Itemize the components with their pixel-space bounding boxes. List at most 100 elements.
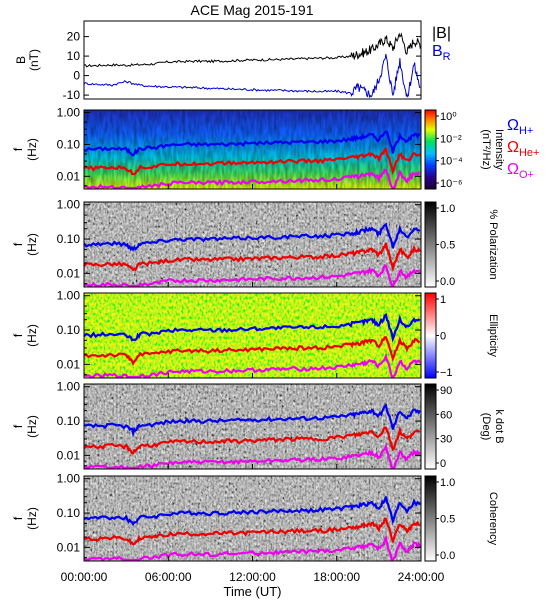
- time-axis-label: Time (UT): [223, 584, 281, 599]
- k-dot-b-colorbar: [424, 383, 437, 470]
- coherency-yunit: (Hz): [25, 507, 39, 530]
- ellipticity-gyro-oplus-line: [83, 352, 421, 379]
- polarization-yunit: (Hz): [25, 233, 39, 256]
- time-tick-label: 24:00:00: [398, 570, 445, 584]
- legend-gyro-hplus: ΩH+: [507, 117, 533, 137]
- bfield-tick-label: 0: [73, 69, 80, 83]
- ellipticity-texture: [84, 293, 421, 378]
- k-dot-b-colorbar-label-group: k dot B(Deg): [480, 409, 505, 443]
- freq-tick-label: 1.00: [57, 289, 81, 303]
- intensity-colorbar-tick-label: 10⁻⁶: [440, 178, 463, 190]
- ellipticity-colorbar-label: Ellipticity: [487, 314, 499, 357]
- freq-tick-label: 0.10: [57, 414, 81, 428]
- k-dot-b-colorbar-tick-label: 0: [440, 458, 446, 470]
- freq-tick-label: 1.00: [57, 472, 81, 486]
- coherency-colorbar: [424, 475, 437, 562]
- freq-tick-label: 0.01: [57, 540, 81, 554]
- freq-tick-label: 0.01: [57, 357, 81, 371]
- time-tick-label: 06:00:00: [145, 570, 192, 584]
- polarization-colorbar-label: % Polarization: [487, 209, 499, 279]
- k-dot-b-ylabel-group: f (Hz): [11, 415, 39, 438]
- ellipticity-gyro-hplus-line: [83, 312, 421, 343]
- k-dot-b-gyro-hplus-line: [83, 403, 421, 438]
- coherency-ylabel-group: f (Hz): [11, 507, 39, 530]
- k-dot-b-ylabel: f: [11, 424, 25, 428]
- coherency-ylabel: f: [11, 516, 25, 520]
- freq-tick-label: 0.01: [57, 266, 81, 280]
- coherency-gyro-oplus-line: [83, 534, 421, 562]
- polarization-colorbar: [424, 201, 437, 288]
- bfield-tick-label: 20: [67, 30, 81, 44]
- time-tick-label: 18:00:00: [313, 570, 360, 584]
- polarization-colorbar-tick-label: 0.0: [440, 276, 455, 288]
- time-tick-label: 00:00:00: [61, 570, 108, 584]
- legend-bmag: |B|: [432, 25, 451, 42]
- intensity-ylabel-group: f (Hz): [11, 138, 39, 161]
- intensity-colorbar-tick-label: 10⁻⁴: [440, 156, 463, 168]
- k-dot-b-colorbar-tick-label: 60: [440, 409, 452, 421]
- freq-tick-label: 0.10: [57, 137, 81, 151]
- coherency-colorbar-tick-label: 0.0: [440, 550, 455, 562]
- intensity-yunit: (Hz): [25, 138, 39, 161]
- coherency-colorbar-tick-label: 0.5: [440, 514, 455, 526]
- polarization-gyro-heplus-line: [83, 242, 421, 273]
- ellipticity-colorbar-tick-label: −1: [440, 367, 453, 379]
- time-tick-label: 12:00:00: [229, 570, 276, 584]
- coherency-colorbar-tick-label: 1.0: [440, 477, 455, 489]
- intensity-colorbar-label-group: Intensity(nT²/Hz): [480, 129, 505, 170]
- k-dot-b-colorbar-unit: (Deg): [480, 413, 492, 441]
- polarization-gyro-oplus-line: [83, 264, 421, 288]
- intensity-colorbar-label: Intensity: [493, 129, 505, 170]
- intensity-colorbar-tick-label: 10⁻²: [440, 133, 462, 145]
- k-dot-b-gyro-oplus-line: [83, 443, 421, 470]
- ellipticity-colorbar-tick-label: 0: [440, 331, 446, 343]
- intensity-texture: [84, 110, 421, 189]
- polarization-colorbar-label-group: % Polarization: [487, 209, 499, 279]
- br-line: [83, 54, 421, 99]
- k-dot-b-gyro-heplus-line: [83, 425, 420, 455]
- polarization-colorbar-tick-label: 0.5: [440, 240, 455, 252]
- bfield-ylabel-group: B (nT): [14, 49, 41, 71]
- freq-tick-label: 0.01: [57, 448, 81, 462]
- ellipticity-ylabel: f: [11, 333, 25, 337]
- freq-tick-label: 1.00: [57, 198, 81, 212]
- polarization-ylabel-group: f (Hz): [11, 233, 39, 256]
- ellipticity-colorbar: [424, 292, 437, 379]
- ellipticity-ylabel-group: f (Hz): [11, 324, 39, 347]
- polarization-gyro-hplus-line: [83, 222, 421, 252]
- intensity-gyro-hplus-line: [83, 130, 420, 157]
- freq-tick-label: 1.00: [57, 106, 81, 120]
- intensity-gyro-heplus-line: [83, 147, 421, 176]
- intensity-colorbar-unit: (nT²/Hz): [480, 129, 492, 169]
- k-dot-b-yunit: (Hz): [25, 415, 39, 438]
- figure-title: ACE Mag 2015-191: [191, 2, 314, 18]
- intensity-gyro-oplus-line: [83, 168, 421, 190]
- ellipticity-colorbar-tick-label: 1: [440, 294, 446, 306]
- freq-tick-label: 0.10: [57, 323, 81, 337]
- intensity-colorbar: [424, 109, 437, 190]
- polarization-ylabel: f: [11, 242, 25, 246]
- legend-gyro-heplus: ΩHe+: [507, 139, 539, 159]
- legend-gyro-oplus: ΩO+: [507, 161, 534, 181]
- coherency-colorbar-label: Coherency: [487, 492, 499, 546]
- bmag-line: [83, 32, 421, 68]
- coherency-texture: [84, 476, 421, 561]
- k-dot-b-colorbar-label: k dot B: [493, 409, 505, 443]
- freq-tick-label: 0.10: [57, 506, 81, 520]
- polarization-colorbar-tick-label: 1.0: [440, 203, 455, 215]
- ellipticity-yunit: (Hz): [25, 324, 39, 347]
- ellipticity-colorbar-label-group: Ellipticity: [487, 314, 499, 357]
- bfield-yunit: (nT): [27, 49, 41, 71]
- k-dot-b-colorbar-tick-label: 30: [440, 434, 452, 446]
- ellipticity-gyro-heplus-line: [83, 335, 421, 367]
- coherency-gyro-heplus-line: [83, 517, 421, 546]
- coherency-colorbar-label-group: Coherency: [487, 492, 499, 546]
- intensity-ylabel: f: [11, 147, 25, 151]
- bfield-tick-label: 10: [67, 49, 81, 63]
- bfield-ylabel: B: [14, 56, 28, 64]
- freq-tick-label: 1.00: [57, 380, 81, 394]
- freq-tick-label: 0.01: [57, 169, 81, 183]
- bfield-tick-label: -10: [63, 88, 81, 102]
